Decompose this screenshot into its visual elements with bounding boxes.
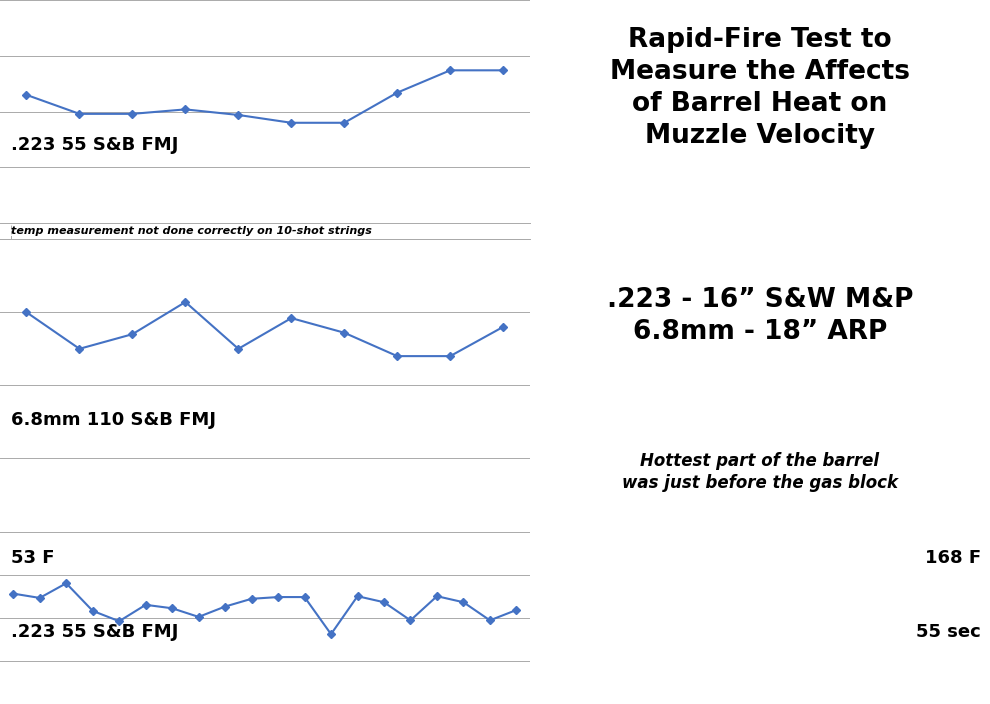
Text: 55 sec: 55 sec — [916, 622, 981, 641]
Text: 168 F: 168 F — [925, 549, 981, 567]
Text: Hottest part of the barrel
was just before the gas block: Hottest part of the barrel was just befo… — [622, 452, 898, 492]
Text: .223 55 S&B FMJ: .223 55 S&B FMJ — [11, 136, 178, 154]
Text: 53 F: 53 F — [11, 549, 54, 567]
Text: .223 - 16” S&W M&P
6.8mm - 18” ARP: .223 - 16” S&W M&P 6.8mm - 18” ARP — [607, 287, 913, 345]
Text: Rapid-Fire Test to
Measure the Affects
of Barrel Heat on
Muzzle Velocity: Rapid-Fire Test to Measure the Affects o… — [610, 27, 910, 149]
Text: 6.8mm 110 S&B FMJ: 6.8mm 110 S&B FMJ — [11, 411, 216, 429]
Text: .223 55 S&B FMJ: .223 55 S&B FMJ — [11, 622, 178, 641]
Text: temp measurement not done correctly on 10-shot strings: temp measurement not done correctly on 1… — [11, 226, 371, 237]
